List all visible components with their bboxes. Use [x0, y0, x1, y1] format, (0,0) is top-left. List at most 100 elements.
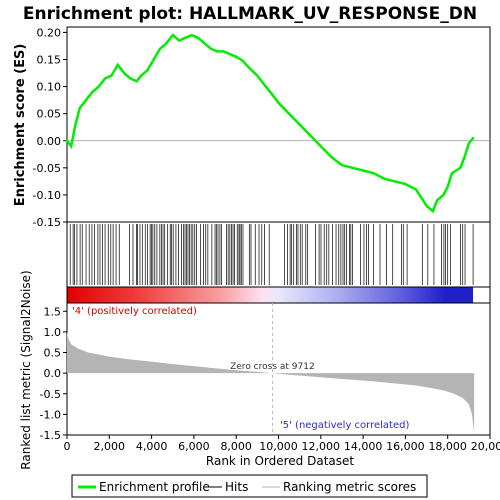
- metric-y-tick-label: -0.5: [40, 388, 61, 401]
- x-tick-label: 20,000: [471, 440, 500, 453]
- x-tick-label: 10,000: [259, 440, 298, 453]
- es-point: [215, 50, 219, 53]
- es-point: [463, 155, 466, 159]
- es-point: [351, 166, 354, 170]
- enrichment-profile-line: [66, 33, 475, 214]
- es-y-tick-label: 0.20: [37, 26, 62, 39]
- es-point: [256, 74, 259, 77]
- legend-label-metric: Ranking metric scores: [283, 480, 416, 494]
- es-point: [471, 136, 475, 140]
- metric-y-ticks: -1.5 -1.0 -0.5 0.0 0.5 1.0 1.5: [40, 305, 67, 442]
- x-tick-label: 14,000: [344, 440, 383, 453]
- rank-color-bar: [66, 286, 491, 304]
- es-point: [340, 163, 344, 167]
- metric-x-ticks: 0 2,000 4,000 6,000 8,000 10,000 12,000 14,000 1…: [64, 435, 500, 453]
- es-y-tick-label: 0.05: [37, 108, 62, 121]
- es-point: [122, 71, 126, 75]
- es-point: [277, 101, 280, 105]
- x-tick-label: 2,000: [94, 440, 126, 453]
- es-point: [152, 58, 155, 61]
- es-point: [203, 42, 206, 45]
- es-y-tick-label: 0.10: [37, 81, 62, 94]
- hit-marks: [69, 224, 474, 285]
- x-tick-label: 8,000: [220, 440, 252, 453]
- zero-cross-label: Zero cross at 9712: [230, 362, 315, 372]
- es-point: [271, 93, 274, 96]
- metric-y-tick-label: -1.0: [40, 408, 61, 421]
- x-tick-label: 12,000: [302, 440, 341, 453]
- es-point: [97, 85, 100, 88]
- es-point: [467, 142, 471, 145]
- es-panel: -0.15 -0.10 -0.05 0.00 0.05 0.10 0.15 0.20 Enri…: [13, 26, 491, 229]
- es-point: [139, 74, 143, 77]
- es-point: [146, 69, 149, 72]
- es-point: [235, 55, 238, 58]
- es-point: [431, 209, 435, 213]
- es-point: [383, 177, 386, 180]
- ranking-metric-area: [67, 331, 475, 433]
- es-point: [86, 96, 90, 99]
- metric-y-tick-label: 0.0: [44, 367, 62, 380]
- es-point: [446, 185, 449, 188]
- color-bar-fill: [67, 287, 473, 303]
- chart-title: Enrichment plot: HALLMARK_UV_RESPONSE_DN: [23, 4, 477, 24]
- es-point: [361, 169, 365, 172]
- es-point: [442, 193, 445, 197]
- metric-y-tick-label: 1.5: [44, 305, 62, 318]
- es-y-tick-label: -0.15: [33, 216, 61, 229]
- es-y-tick-label: 0.00: [37, 135, 62, 148]
- es-point: [135, 79, 138, 83]
- es-y-tick-label: 0.15: [37, 54, 62, 67]
- metric-y-tick-label: 0.5: [44, 347, 62, 360]
- es-point: [184, 36, 187, 40]
- es-point: [110, 74, 113, 77]
- x-tick-label: 18,000: [428, 440, 467, 453]
- es-point: [298, 123, 301, 126]
- es-point: [319, 144, 322, 148]
- legend-label-profile: Enrichment profile: [99, 480, 210, 494]
- metric-y-tick-label: 1.0: [44, 326, 62, 339]
- metric-y-axis-label: Ranked list metric (Signal2Noise): [19, 270, 33, 469]
- es-point: [78, 107, 81, 110]
- enrichment-profile-points: [65, 33, 475, 213]
- positive-correlation-label: '4' (positively correlated): [72, 306, 197, 317]
- x-tick-label: 16,000: [386, 440, 425, 453]
- legend-label-hits: Hits: [225, 480, 248, 494]
- es-point: [103, 77, 107, 80]
- es-point: [91, 90, 94, 94]
- es-point: [459, 166, 462, 170]
- es-y-tick-label: -0.05: [33, 162, 61, 175]
- es-y-ticks: -0.15 -0.10 -0.05 0.00 0.05 0.10 0.15 0.20: [33, 26, 67, 229]
- hits-frame: [66, 221, 491, 288]
- es-point: [454, 169, 458, 172]
- x-tick-label: 6,000: [178, 440, 210, 453]
- es-point: [209, 47, 213, 50]
- es-y-axis-label: Enrichment score (ES): [13, 44, 28, 207]
- hits-panel: [66, 221, 491, 288]
- es-point: [165, 42, 168, 45]
- es-point: [116, 63, 119, 67]
- es-point: [425, 204, 428, 207]
- es-point: [74, 123, 77, 126]
- es-y-tick-label: -0.10: [33, 189, 61, 202]
- es-point: [228, 52, 232, 56]
- metric-y-tick-label: -1.5: [40, 429, 61, 442]
- es-point: [171, 33, 174, 37]
- es-point: [264, 85, 268, 88]
- es-point: [372, 172, 375, 175]
- legend-box: [71, 474, 428, 498]
- es-point: [287, 112, 291, 115]
- es-point: [414, 188, 418, 191]
- es-point: [129, 77, 132, 80]
- es-point: [70, 144, 73, 148]
- es-point: [190, 33, 193, 37]
- x-tick-label: 0: [64, 440, 71, 453]
- es-point: [404, 182, 407, 186]
- es-point: [241, 59, 244, 62]
- es-point: [450, 172, 454, 175]
- es-point: [435, 199, 439, 202]
- es-plot-frame: [66, 26, 491, 223]
- es-point: [158, 47, 162, 50]
- es-point: [196, 36, 200, 40]
- es-point: [222, 50, 225, 53]
